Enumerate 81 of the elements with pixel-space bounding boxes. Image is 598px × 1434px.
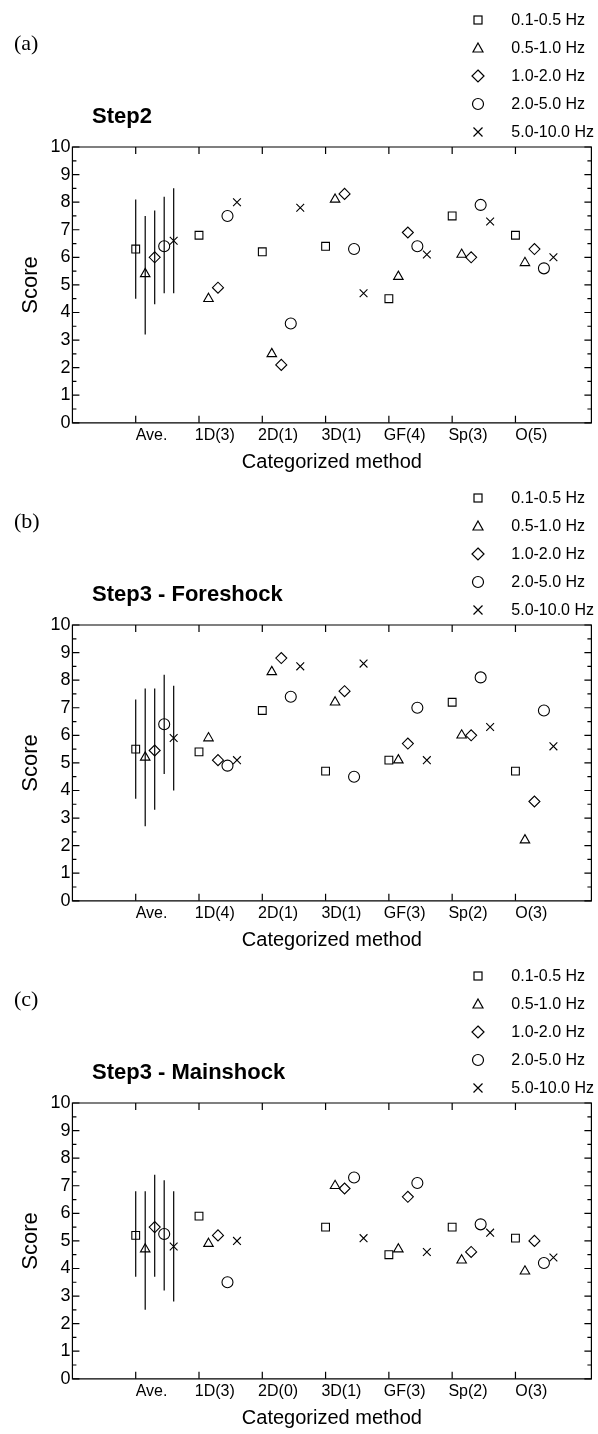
y-axis-title: Score <box>17 734 43 792</box>
y-axis-title: Score <box>17 1212 43 1270</box>
legend-label: 0.5-1.0 Hz <box>511 39 586 57</box>
y-tick-label: 2 <box>60 356 71 377</box>
x-tick-label: 2D(1) <box>258 425 299 443</box>
x-tick-label: O(3) <box>515 903 548 921</box>
y-tick-label: 7 <box>60 1174 71 1195</box>
y-tick-label: 4 <box>60 779 71 800</box>
y-tick-label: 10 <box>50 613 71 634</box>
legend-label: 0.1-0.5 Hz <box>511 967 586 985</box>
x-tick-label: 3D(1) <box>321 903 362 921</box>
y-tick-label: 5 <box>60 751 71 772</box>
legend-label: 5.0-10.0 Hz <box>511 123 594 141</box>
text: (b) <box>14 508 40 534</box>
y-tick-label: 5 <box>60 273 71 294</box>
x-tick-label: Sp(2) <box>448 903 488 921</box>
y-tick-label: 3 <box>60 329 71 350</box>
x-tick-label: 1D(3) <box>194 1381 235 1399</box>
y-tick-label: 2 <box>60 834 71 855</box>
legend-label: 5.0-10.0 Hz <box>511 601 594 619</box>
x-axis-title: Categorized method <box>241 927 422 950</box>
y-tick-label: 10 <box>50 135 71 156</box>
y-tick-label: 0 <box>60 1367 71 1388</box>
y-tick-label: 0 <box>60 411 71 432</box>
chart-title: Step3 - Mainshock <box>92 1059 286 1085</box>
y-tick-label: 1 <box>60 1340 71 1361</box>
y-tick-label: 8 <box>60 1147 71 1168</box>
chart-title: Step2 <box>92 103 152 129</box>
y-tick-label: 6 <box>60 724 71 745</box>
x-tick-label: 1D(4) <box>194 903 235 921</box>
legend-label: 0.1-0.5 Hz <box>511 11 586 29</box>
legend-label: 0.5-1.0 Hz <box>511 517 586 535</box>
y-tick-label: 9 <box>60 641 71 662</box>
text: (c) <box>14 986 39 1012</box>
x-tick-label: GF(3) <box>383 1381 426 1399</box>
legend-label: 2.0-5.0 Hz <box>511 1051 586 1069</box>
text: (a) <box>14 30 39 56</box>
x-tick-label: 3D(1) <box>321 1381 362 1399</box>
legend-label: 2.0-5.0 Hz <box>511 95 586 113</box>
y-tick-label: 1 <box>60 384 71 405</box>
y-tick-label: 5 <box>60 1229 71 1250</box>
x-tick-label: 3D(1) <box>321 425 362 443</box>
y-tick-label: 2 <box>60 1312 71 1333</box>
x-tick-label: Ave. <box>135 425 168 443</box>
legend-label: 1.0-2.0 Hz <box>511 67 586 85</box>
y-tick-label: 1 <box>60 862 71 883</box>
x-tick-label: 2D(1) <box>258 903 299 921</box>
y-tick-label: 6 <box>60 246 71 267</box>
y-axis-title: Score <box>17 256 43 314</box>
legend-label: 0.5-1.0 Hz <box>511 995 586 1013</box>
y-tick-label: 6 <box>60 1202 71 1223</box>
y-tick-label: 9 <box>60 163 71 184</box>
y-tick-label: 4 <box>60 1257 71 1278</box>
y-tick-label: 7 <box>60 218 71 239</box>
y-tick-label: 8 <box>60 191 71 212</box>
legend-label: 2.0-5.0 Hz <box>511 573 586 591</box>
x-tick-label: GF(4) <box>383 425 426 443</box>
y-tick-label: 7 <box>60 696 71 717</box>
chart-title: Step3 - Foreshock <box>92 581 283 607</box>
x-tick-label: Ave. <box>135 903 168 921</box>
x-tick-label: GF(3) <box>383 903 426 921</box>
x-tick-label: 1D(3) <box>194 425 235 443</box>
x-tick-label: Sp(3) <box>448 425 488 443</box>
y-tick-label: 8 <box>60 669 71 690</box>
legend-label: 5.0-10.0 Hz <box>511 1079 594 1097</box>
y-tick-label: 10 <box>50 1091 71 1112</box>
x-axis-title: Categorized method <box>241 449 422 472</box>
x-tick-label: 2D(0) <box>258 1381 299 1399</box>
y-tick-label: 3 <box>60 807 71 828</box>
legend-label: 0.1-0.5 Hz <box>511 489 586 507</box>
x-tick-label: O(3) <box>515 1381 548 1399</box>
x-tick-label: Ave. <box>135 1381 168 1399</box>
y-tick-label: 9 <box>60 1119 71 1140</box>
legend-label: 1.0-2.0 Hz <box>511 1023 586 1041</box>
y-tick-label: 3 <box>60 1285 71 1306</box>
x-tick-label: O(5) <box>515 425 548 443</box>
x-tick-label: Sp(2) <box>448 1381 488 1399</box>
y-tick-label: 4 <box>60 301 71 322</box>
legend-label: 1.0-2.0 Hz <box>511 545 586 563</box>
y-tick-label: 0 <box>60 889 71 910</box>
x-axis-title: Categorized method <box>241 1405 422 1428</box>
